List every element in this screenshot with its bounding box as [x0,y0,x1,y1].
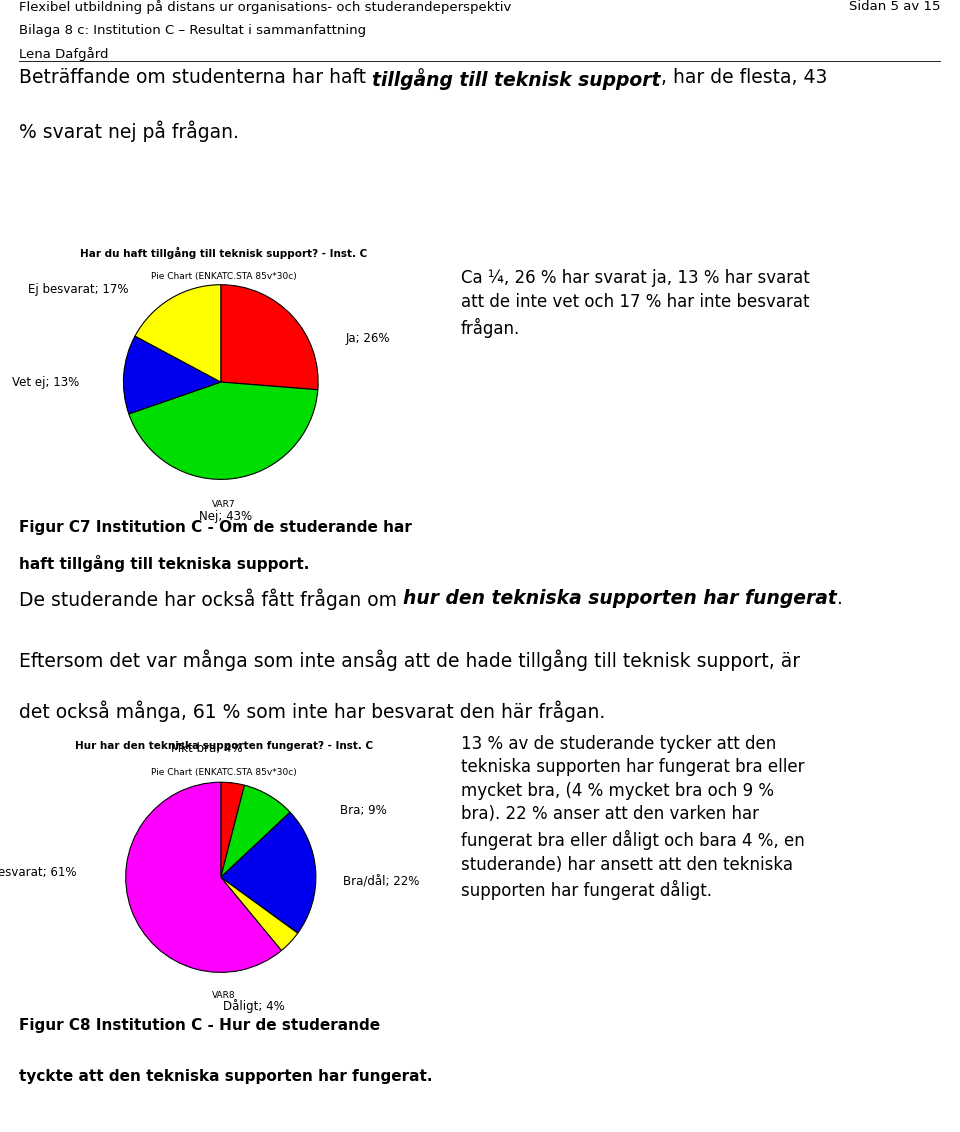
Text: Bra; 9%: Bra; 9% [340,804,387,817]
Text: , har de flesta, 43: , har de flesta, 43 [660,68,828,87]
Text: hur den tekniska supporten har fungerat: hur den tekniska supporten har fungerat [403,589,837,608]
Wedge shape [129,383,318,479]
Wedge shape [221,284,318,389]
Text: Figur C7 Institution C - Om de studerande har: Figur C7 Institution C - Om de studerand… [19,520,412,534]
Text: % svarat nej på frågan.: % svarat nej på frågan. [19,121,239,142]
Text: Ja; 26%: Ja; 26% [346,332,390,345]
Text: tyckte att den tekniska supporten har fungerat.: tyckte att den tekniska supporten har fu… [19,1069,433,1084]
Wedge shape [135,284,221,383]
Text: Beträffande om studenterna har haft: Beträffande om studenterna har haft [19,68,372,87]
Text: Bra/dål; 22%: Bra/dål; 22% [343,875,419,889]
Text: Nej; 43%: Nej; 43% [199,509,252,523]
Wedge shape [221,782,245,877]
Text: Mkt bra; 4%: Mkt bra; 4% [171,743,242,755]
Text: Har du haft tillgång till teknisk support? - Inst. C: Har du haft tillgång till teknisk suppor… [80,247,368,259]
Text: Ej besvarat; 61%: Ej besvarat; 61% [0,866,76,880]
Wedge shape [221,877,298,951]
Text: tillgång till teknisk support: tillgång till teknisk support [372,68,660,89]
Text: Hur har den tekniska supporten fungerat? - Inst. C: Hur har den tekniska supporten fungerat?… [75,740,372,751]
Text: Lena Dafgård: Lena Dafgård [19,48,108,61]
Text: Figur C8 Institution C - Hur de studerande: Figur C8 Institution C - Hur de studeran… [19,1019,380,1034]
Wedge shape [221,786,290,877]
Text: VAR7: VAR7 [212,499,235,508]
Text: Bilaga 8 c: Institution C – Resultat i sammanfattning: Bilaga 8 c: Institution C – Resultat i s… [19,24,367,36]
Text: Eftersom det var många som inte ansåg att de hade tillgång till teknisk support,: Eftersom det var många som inte ansåg at… [19,650,801,671]
Text: Ca ¼, 26 % har svarat ja, 13 % har svarat
att de inte vet och 17 % har inte besv: Ca ¼, 26 % har svarat ja, 13 % har svara… [461,269,809,337]
Text: det också många, 61 % som inte har besvarat den här frågan.: det också många, 61 % som inte har besva… [19,700,606,721]
Text: 13 % av de studerande tycker att den
tekniska supporten har fungerat bra eller
m: 13 % av de studerande tycker att den tek… [461,735,804,900]
Text: VAR8: VAR8 [212,990,235,1000]
Wedge shape [126,782,281,972]
Wedge shape [221,812,316,933]
Text: Pie Chart (ENKATC.STA 85v*30c): Pie Chart (ENKATC.STA 85v*30c) [151,769,297,778]
Text: .: . [837,589,843,608]
Text: Sidan 5 av 15: Sidan 5 av 15 [850,0,941,12]
Text: Ej besvarat; 17%: Ej besvarat; 17% [28,283,129,297]
Text: Vet ej; 13%: Vet ej; 13% [12,376,80,388]
Wedge shape [124,336,221,414]
Text: Pie Chart (ENKATC.STA 85v*30c): Pie Chart (ENKATC.STA 85v*30c) [151,273,297,282]
Text: Flexibel utbildning på distans ur organisations- och studerandeperspektiv: Flexibel utbildning på distans ur organi… [19,0,512,14]
Text: De studerande har också fått frågan om: De studerande har också fått frågan om [19,589,403,610]
Text: haft tillgång till tekniska support.: haft tillgång till tekniska support. [19,555,309,572]
Text: Dåligt; 4%: Dåligt; 4% [224,998,285,1013]
